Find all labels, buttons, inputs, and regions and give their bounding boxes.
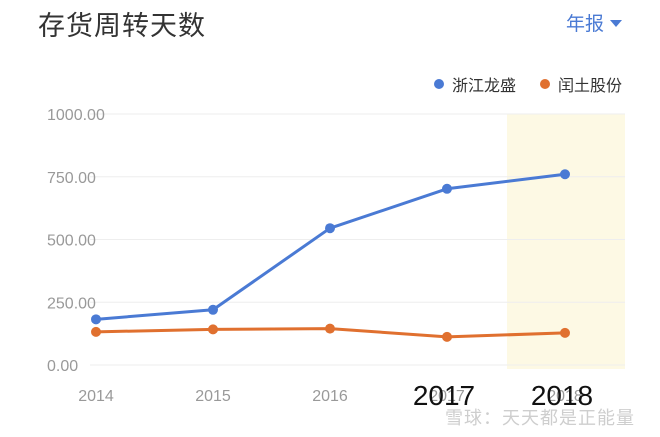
caret-down-icon — [610, 20, 622, 27]
legend-dot-icon — [539, 79, 550, 89]
data-point — [91, 314, 101, 325]
legend-label: 闰土股份 — [557, 78, 622, 95]
y-tick-label: 500.00 — [47, 233, 96, 250]
x-tick-label: 2015 — [195, 388, 231, 405]
legend-item-series1[interactable]: 浙江龙盛 — [433, 72, 516, 96]
data-point — [208, 324, 218, 335]
y-tick-label: 750.00 — [47, 170, 96, 187]
y-tick-label: 250.00 — [47, 295, 96, 312]
y-tick-label: 1000.00 — [47, 107, 105, 124]
page-title: 存货周转天数 — [38, 11, 206, 41]
series-line — [95, 172, 566, 321]
chart-legend: 浙江龙盛 闰土股份 — [433, 72, 622, 96]
data-point — [560, 169, 570, 180]
legend-dot-icon — [433, 79, 444, 89]
period-label: 年报 — [565, 14, 604, 35]
data-point — [442, 331, 452, 342]
data-point — [560, 327, 570, 338]
annotation-label: 2017 — [413, 380, 475, 411]
watermark-text: 雪球：天天都是正能量 — [445, 408, 635, 428]
legend-label: 浙江龙盛 — [451, 78, 516, 95]
data-point — [91, 326, 101, 337]
highlight-band — [507, 114, 625, 369]
data-point — [325, 223, 335, 234]
x-tick-label: 2018 — [547, 388, 583, 405]
annotation-label: 2018 — [531, 380, 593, 411]
x-tick-label: 2017 — [429, 388, 465, 405]
y-tick-label: 0.00 — [47, 358, 78, 375]
legend-item-series2[interactable]: 闰土股份 — [539, 72, 622, 96]
data-point — [442, 183, 452, 194]
period-dropdown[interactable]: 年报 — [566, 9, 622, 36]
x-tick-label: 2014 — [78, 388, 114, 405]
x-tick-label: 2016 — [312, 388, 348, 405]
data-point — [208, 304, 218, 315]
data-point — [325, 323, 335, 334]
